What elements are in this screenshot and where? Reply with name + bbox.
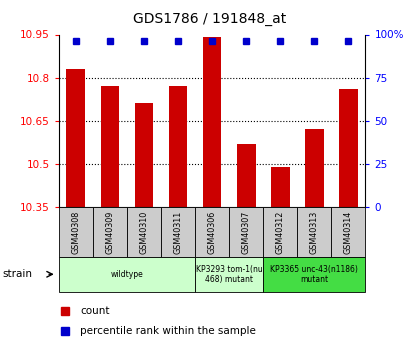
Bar [195,207,229,257]
Bar [134,104,153,207]
Text: GSM40310: GSM40310 [139,210,148,254]
Bar [229,207,263,257]
Text: GSM40309: GSM40309 [105,210,114,254]
Bar [263,257,365,292]
Text: count: count [80,306,110,316]
Bar [66,69,85,207]
Bar [271,167,290,207]
Bar [195,257,263,292]
Text: percentile rank within the sample: percentile rank within the sample [80,326,256,336]
Text: GSM40314: GSM40314 [344,210,353,254]
Bar [305,129,324,207]
Text: KP3365 unc-43(n1186)
mutant: KP3365 unc-43(n1186) mutant [270,265,358,284]
Bar [100,86,119,207]
Text: GSM40312: GSM40312 [276,210,285,254]
Bar [93,207,127,257]
Text: GSM40306: GSM40306 [207,210,217,254]
Bar [339,89,358,207]
Text: wildtype: wildtype [110,270,143,279]
Bar [237,144,255,207]
Bar [169,86,187,207]
Text: GSM40307: GSM40307 [241,210,251,254]
Bar [59,207,93,257]
Bar [297,207,331,257]
Text: KP3293 tom-1(nu
468) mutant: KP3293 tom-1(nu 468) mutant [196,265,262,284]
Text: GSM40311: GSM40311 [173,210,183,254]
Bar [59,257,195,292]
Text: GDS1786 / 191848_at: GDS1786 / 191848_at [134,12,286,26]
Bar [331,207,365,257]
Bar [161,207,195,257]
Bar [263,207,297,257]
Text: strain: strain [2,269,32,279]
Text: GSM40313: GSM40313 [310,210,319,254]
Bar [203,37,221,207]
Text: GSM40308: GSM40308 [71,210,80,254]
Bar [127,207,161,257]
